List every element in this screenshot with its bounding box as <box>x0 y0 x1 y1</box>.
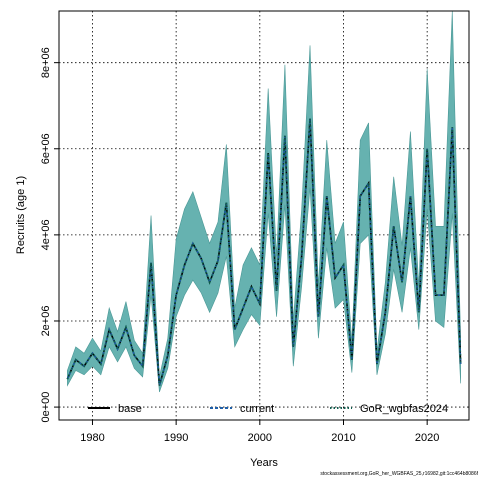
series-lines <box>66 118 462 386</box>
x-tick-label: 1990 <box>164 432 188 444</box>
legend-label: base <box>118 403 142 415</box>
x-axis-title: Years <box>250 457 278 469</box>
y-tick-label: 0e+00 <box>40 392 52 423</box>
x-tick-label: 2010 <box>331 432 355 444</box>
legend: base current GoR_wgbfas2024 <box>88 403 448 415</box>
confidence-band <box>67 10 461 393</box>
y-tick-label: 8e+06 <box>40 47 52 78</box>
y-axis: 0e+00 2e+06 4e+06 6e+06 8e+06 <box>40 47 59 423</box>
footer-source-text: stockassessment.org,GoR_her_WGBFAS_25,r1… <box>320 471 478 477</box>
y-axis-title: Recruits (age 1) <box>15 176 27 254</box>
x-tick-label: 2020 <box>415 432 439 444</box>
x-tick-label: 2000 <box>248 432 272 444</box>
legend-item-gor-wgbfas2024: GoR_wgbfas2024 <box>330 403 448 415</box>
y-tick-label: 6e+06 <box>40 133 52 164</box>
plot-frame <box>58 10 470 421</box>
legend-item-current: current <box>210 403 274 415</box>
confidence-band-area <box>67 10 461 393</box>
series-line-current <box>66 118 462 386</box>
legend-label: current <box>240 403 274 415</box>
y-tick-label: 2e+06 <box>40 306 52 337</box>
series-line-gor-wgbfas2024 <box>66 118 462 386</box>
x-tick-label: 1980 <box>80 432 104 444</box>
legend-label: GoR_wgbfas2024 <box>360 403 448 415</box>
legend-item-base: base <box>88 403 142 415</box>
y-tick-label: 4e+06 <box>40 219 52 250</box>
x-axis: 1980 1990 2000 2010 2020 <box>80 420 439 444</box>
